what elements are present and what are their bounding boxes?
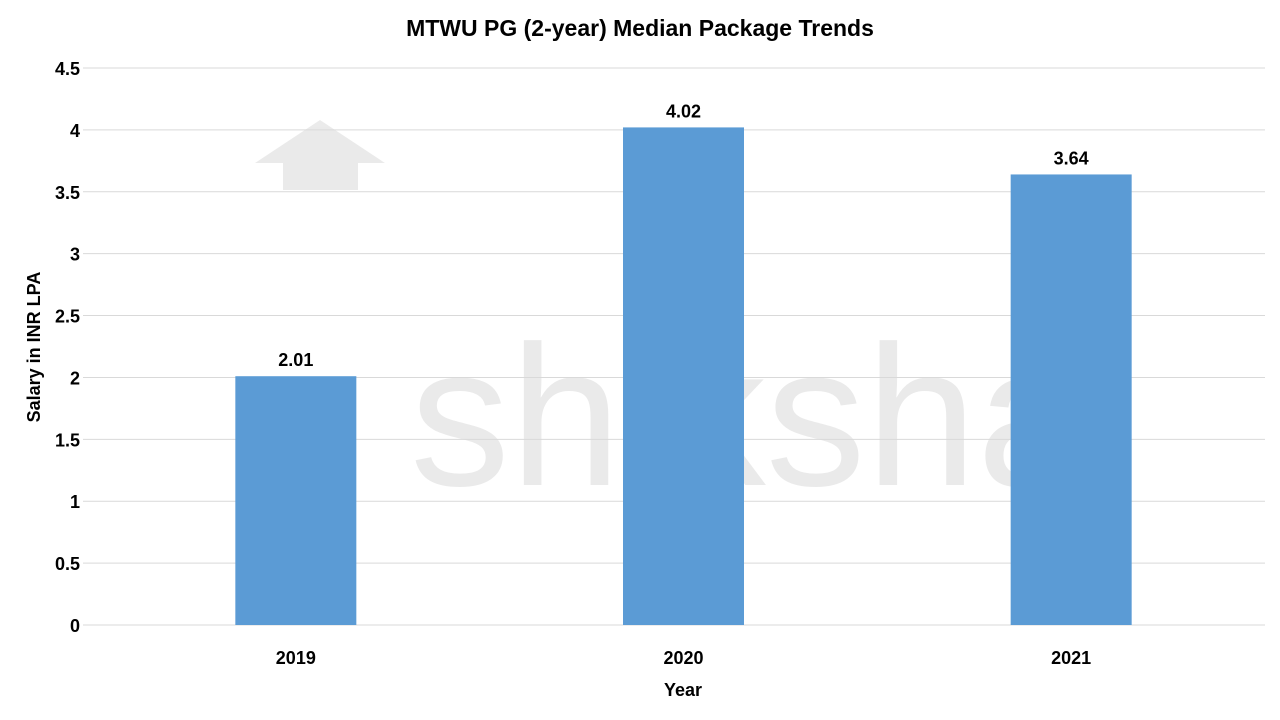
y-tick-label: 1	[70, 492, 80, 512]
data-label: 3.64	[1054, 148, 1089, 168]
y-tick-label: 0	[70, 616, 80, 636]
bar-2020	[623, 127, 744, 625]
bar-2021	[1010, 174, 1132, 625]
data-label: 2.01	[278, 350, 313, 370]
y-tick-label: 2.5	[55, 307, 80, 327]
y-tick-label: 3	[70, 245, 80, 265]
y-tick-label: 1.5	[55, 430, 80, 450]
y-axis-label: Salary in INR LPA	[24, 272, 44, 423]
chart-title: MTWU PG (2-year) Median Package Trends	[406, 15, 874, 41]
y-tick-label: 3.5	[55, 183, 80, 203]
y-tick-label: 4	[70, 121, 80, 141]
y-tick-label: 4.5	[55, 59, 80, 79]
x-tick-label: 2021	[1051, 648, 1091, 668]
watermark: shiksha	[255, 120, 1089, 528]
y-tick-label: 2	[70, 368, 80, 388]
bar-2019	[235, 376, 357, 625]
y-tick-label: 0.5	[55, 554, 80, 574]
x-tick-label: 2020	[663, 648, 703, 668]
x-axis-label: Year	[664, 680, 702, 700]
x-tick-label: 2019	[276, 648, 316, 668]
data-label: 4.02	[666, 101, 701, 121]
watermark-text: shiksha	[410, 305, 1089, 528]
